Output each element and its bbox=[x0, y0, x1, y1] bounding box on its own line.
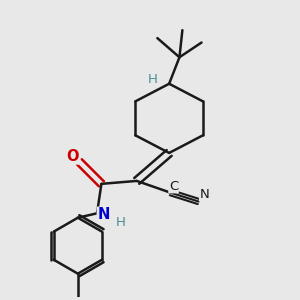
Text: N: N bbox=[97, 207, 110, 222]
Text: H: H bbox=[116, 216, 126, 229]
Text: O: O bbox=[67, 149, 79, 164]
Text: N: N bbox=[200, 188, 209, 201]
Text: H: H bbox=[148, 73, 158, 86]
Text: C: C bbox=[169, 180, 178, 193]
